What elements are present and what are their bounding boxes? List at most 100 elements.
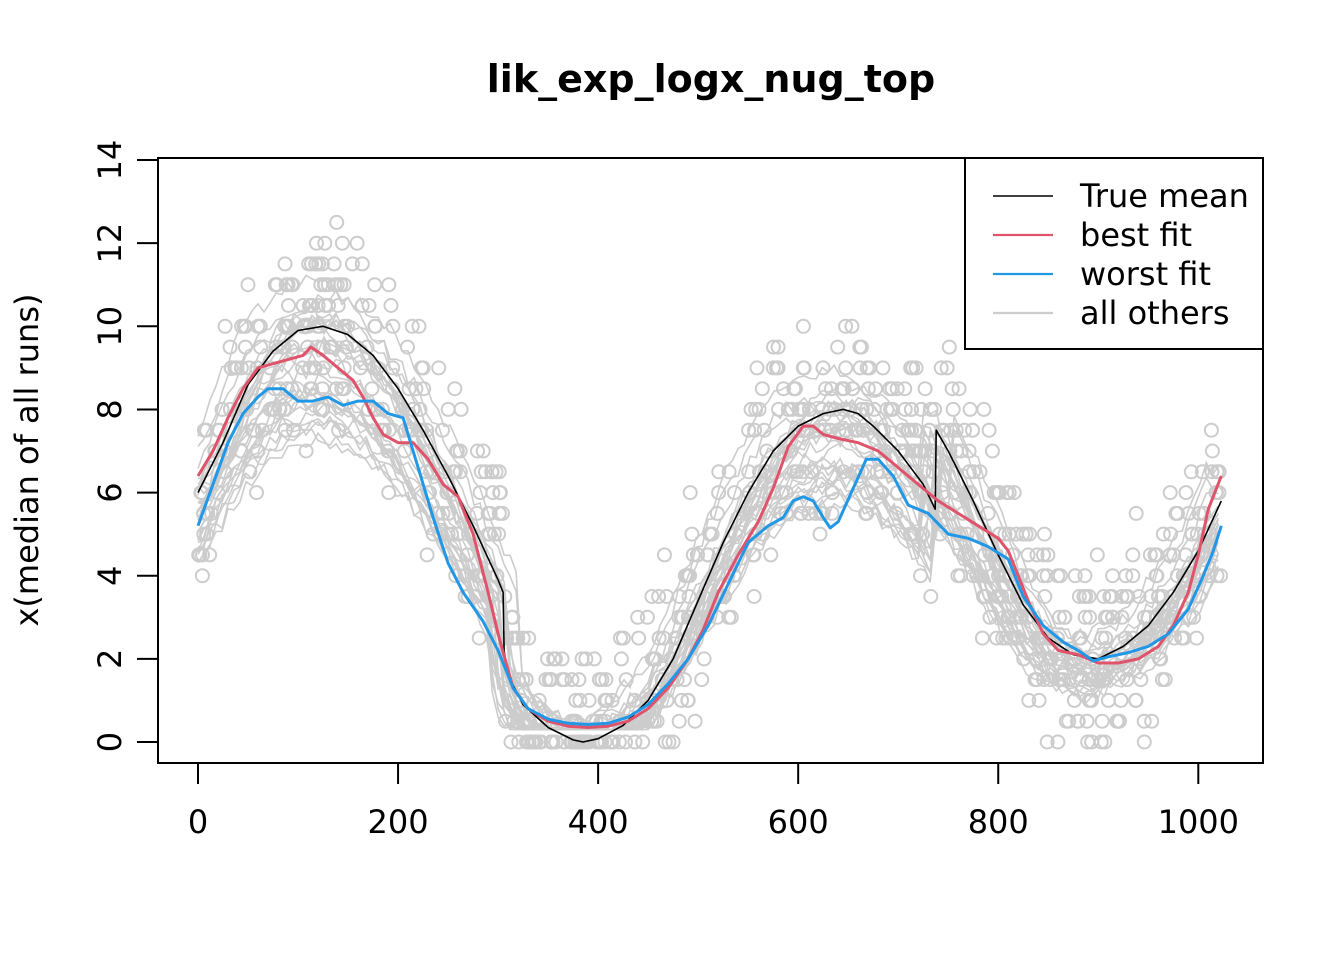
others-point <box>680 692 696 708</box>
others-point <box>1142 547 1158 563</box>
y-tick-label: 12 <box>91 223 129 264</box>
fit-lines-layer <box>196 325 1223 743</box>
others-point <box>694 672 710 688</box>
others-point <box>383 298 399 313</box>
y-tick-label: 2 <box>91 649 129 669</box>
others-point <box>1128 505 1144 521</box>
others-point <box>923 589 939 604</box>
others-point <box>939 360 955 376</box>
others-point <box>367 318 383 334</box>
others-point <box>746 589 762 604</box>
others-point <box>980 505 996 521</box>
others-point <box>1021 692 1037 708</box>
others-point <box>285 277 301 293</box>
others-point <box>1136 734 1152 750</box>
others-point <box>889 381 905 397</box>
others-point <box>659 589 675 604</box>
others-point <box>1118 568 1134 584</box>
others-point <box>635 734 651 750</box>
others-point <box>976 401 992 417</box>
others-point <box>684 526 700 542</box>
others-point <box>989 630 1005 646</box>
others-point <box>312 401 328 417</box>
others-point <box>571 672 587 688</box>
others-point <box>953 443 969 459</box>
others-point <box>538 672 554 688</box>
others-point <box>674 692 689 708</box>
others-point <box>578 651 594 667</box>
others-point <box>431 360 447 376</box>
others-point <box>349 235 365 251</box>
others-point <box>269 277 285 293</box>
others-point <box>1162 485 1178 501</box>
others-point <box>852 360 868 376</box>
others-point <box>630 609 646 625</box>
others-point <box>572 692 588 708</box>
others-point <box>727 485 742 501</box>
others-point <box>222 339 238 355</box>
others-point <box>661 734 677 750</box>
others-point <box>721 609 737 625</box>
others-point <box>981 422 997 438</box>
others-point <box>751 401 767 417</box>
others-point <box>1036 547 1051 563</box>
x-tick-label: 600 <box>768 803 829 841</box>
others-point <box>217 318 233 334</box>
others-point <box>1037 589 1053 604</box>
others-point <box>858 505 874 521</box>
others-point <box>1080 734 1096 750</box>
others-point <box>301 256 317 272</box>
others-point <box>944 381 960 397</box>
others-point <box>568 692 584 708</box>
others-point <box>711 485 727 501</box>
others-point <box>564 672 580 688</box>
others-point <box>594 672 610 688</box>
others-line <box>197 289 1220 731</box>
chart-title: lik_exp_logx_nug_top <box>487 57 935 101</box>
others-point <box>573 734 589 750</box>
others-point <box>249 485 264 501</box>
others-point <box>214 401 230 417</box>
others-point <box>671 713 687 729</box>
others-point <box>453 401 469 417</box>
others-point <box>908 360 924 376</box>
others-point <box>298 443 314 459</box>
others-point <box>475 443 491 459</box>
others-point <box>419 547 435 563</box>
others-point <box>913 401 929 417</box>
others-line <box>197 335 1219 732</box>
others-point <box>766 339 781 355</box>
others-point <box>852 339 868 355</box>
others-point <box>1078 589 1094 604</box>
others-point <box>302 298 318 313</box>
others-point <box>367 277 383 293</box>
others-point <box>613 630 628 646</box>
others-point <box>974 630 990 646</box>
others-point <box>1196 505 1212 521</box>
others-point <box>830 339 846 355</box>
others-point <box>613 651 629 667</box>
others-point <box>796 360 812 376</box>
worst-fit-line <box>196 387 1223 726</box>
others-point <box>754 381 770 397</box>
others-point <box>651 589 667 604</box>
others-point <box>452 443 468 459</box>
others-point <box>741 422 757 438</box>
others-point <box>1105 568 1121 584</box>
others-point <box>240 277 256 293</box>
others-line <box>197 339 1220 731</box>
others-point <box>763 547 779 563</box>
others-point <box>234 318 250 334</box>
others-point <box>933 360 949 376</box>
others-point <box>359 339 375 355</box>
others-point <box>1133 672 1149 688</box>
others-point <box>515 630 531 646</box>
others-point <box>795 318 811 334</box>
others-point <box>721 464 737 480</box>
others-point <box>504 630 520 646</box>
others-point <box>903 401 919 417</box>
others-point <box>238 318 253 334</box>
others-point <box>793 505 809 521</box>
others-point <box>1203 422 1219 438</box>
others-point <box>795 401 811 417</box>
